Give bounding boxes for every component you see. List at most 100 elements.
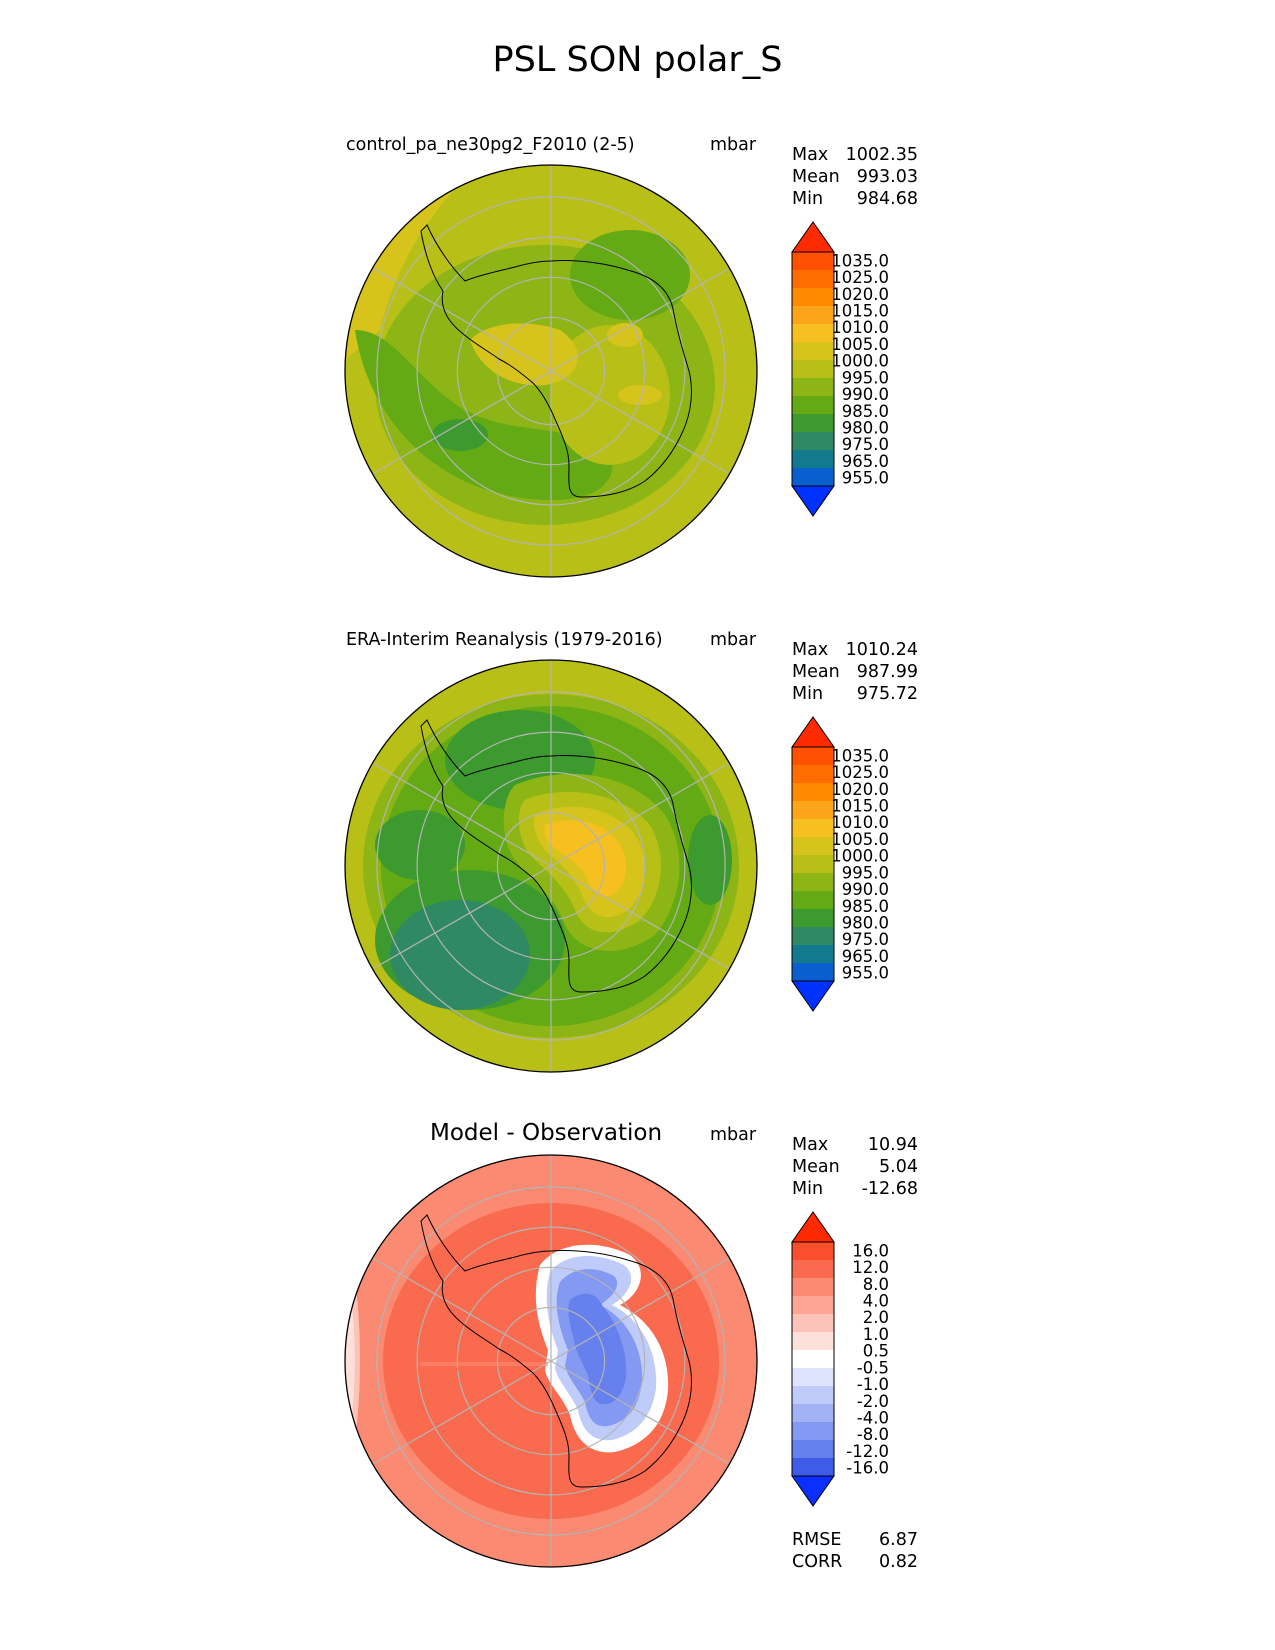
panel-1-title: control_pa_ne30pg2_F2010 (2-5)	[346, 135, 635, 155]
meridian-line	[372, 762, 552, 867]
meridian-line	[372, 267, 552, 372]
colorbar-tick-label: 990.0	[842, 880, 889, 899]
colorbar-tick-label: 985.0	[842, 897, 889, 916]
colorbar-tick-label: -2.0	[857, 1392, 889, 1411]
colorbar-tick-label: 980.0	[842, 914, 889, 933]
colorbar-tick-label: 990.0	[842, 385, 889, 404]
colorbar-tick-label: 995.0	[842, 863, 889, 882]
graticule	[372, 660, 730, 1072]
colorbar-band	[792, 1296, 834, 1315]
colorbar-tick-label: 1000.0	[831, 352, 889, 371]
colorbar-tick-label: 980.0	[842, 419, 889, 438]
colorbar-tick-label: 1.0	[863, 1325, 889, 1344]
map-boundary	[344, 1154, 758, 1568]
colorbar-extend-top	[791, 221, 835, 253]
colorbar-tick-label: 1035.0	[831, 251, 889, 270]
colorbar-band	[792, 927, 834, 946]
panel-3-stats: Max 10.94 Mean 5.04 Min -12.68	[792, 1135, 918, 1201]
stat-mean: Mean 987.99	[792, 662, 918, 682]
colorbar-tick-label: 985.0	[842, 402, 889, 421]
meridian-line	[550, 267, 730, 372]
colorbar-band	[792, 1440, 834, 1459]
panel-1-units: mbar	[710, 135, 757, 155]
colorbar-band	[792, 801, 834, 820]
meridian-line	[550, 1360, 730, 1465]
meridian-line	[550, 1257, 730, 1362]
colorbar-panel-2: 1035.01025.01020.01015.01010.01005.01000…	[791, 716, 889, 1012]
panel-3-title: Model - Observation	[430, 1120, 663, 1146]
colorbar-band	[792, 1260, 834, 1279]
colorbar-tick-label: 1015.0	[831, 302, 889, 321]
colorbar-tick-label: 4.0	[863, 1292, 889, 1311]
colorbar-band	[792, 306, 834, 325]
colorbar-tick-label: 1010.0	[831, 318, 889, 337]
colorbar-tick-label: 1000.0	[831, 847, 889, 866]
map-overlay-3	[344, 1154, 758, 1568]
colorbar-band	[792, 288, 834, 307]
colorbar-band	[792, 909, 834, 928]
colorbar-band	[792, 1404, 834, 1423]
stat-mean: Mean 993.03	[792, 167, 918, 187]
meridian-line	[550, 370, 730, 475]
colorbar-tick-label: 975.0	[842, 930, 889, 949]
colorbar-tick-label: 1020.0	[831, 285, 889, 304]
colorbar-frame	[791, 251, 835, 487]
colorbar-band	[792, 1386, 834, 1405]
meridian-line	[372, 1360, 552, 1465]
colorbar-band	[792, 945, 834, 964]
colorbar-frame	[791, 746, 835, 982]
stat-min: Min 975.72	[792, 684, 918, 704]
colorbar-tick-label: 1035.0	[831, 746, 889, 765]
colorbar-band	[792, 1368, 834, 1387]
colorbar-band	[792, 1458, 834, 1477]
colorbar-tick-label: 1025.0	[831, 763, 889, 782]
stat-max: Max 10.94	[792, 1135, 918, 1155]
colorbar-tick-label: 965.0	[842, 452, 889, 471]
map-overlays	[344, 164, 758, 1568]
colorbar-band	[792, 819, 834, 838]
colorbar-tick-label: 1020.0	[831, 780, 889, 799]
colorbar-band	[792, 765, 834, 784]
colorbar-band	[792, 1314, 834, 1333]
meridian-line	[372, 1257, 552, 1362]
colorbar-tick-label: -8.0	[857, 1425, 889, 1444]
colorbar-band	[792, 963, 834, 982]
colorbar-band	[792, 414, 834, 433]
metric-corr: CORR 0.82	[792, 1552, 918, 1572]
colorbar-tick-label: 975.0	[842, 435, 889, 454]
map-boundary	[344, 164, 758, 578]
colorbar-tick-label: 12.0	[852, 1258, 889, 1277]
meridian-line	[372, 370, 552, 475]
colorbar-tick-label: -1.0	[857, 1375, 889, 1394]
stat-max: Max 1002.35	[792, 145, 918, 165]
colorbar-tick-label: 0.5	[863, 1342, 889, 1361]
colorbar-band	[792, 1350, 834, 1369]
colorbar-tick-label: 1005.0	[831, 335, 889, 354]
panel-2-stats: Max 1010.24 Mean 987.99 Min 975.72	[792, 640, 918, 706]
stat-mean: Mean 5.04	[792, 1157, 918, 1177]
panel-2-title: ERA-Interim Reanalysis (1979-2016)	[346, 630, 663, 650]
colorbar-band	[792, 396, 834, 415]
map-overlay-1	[344, 164, 758, 578]
colorbar-panel-1: 1035.01025.01020.01015.01010.01005.01000…	[791, 221, 889, 517]
meridian-line	[550, 762, 730, 867]
colorbar-tick-label: -0.5	[857, 1358, 889, 1377]
colorbar-band	[792, 837, 834, 856]
colorbar-band	[792, 783, 834, 802]
stat-min: Min -12.68	[792, 1179, 918, 1199]
colorbar-band	[792, 378, 834, 397]
colorbar-frame	[791, 1241, 835, 1477]
colorbar-extend-top	[791, 1211, 835, 1243]
metric-rmse: RMSE 6.87	[792, 1530, 918, 1550]
colorbar-tick-label: 955.0	[842, 469, 889, 488]
meridian-line	[550, 865, 730, 970]
panel-1-stats: Max 1002.35 Mean 993.03 Min 984.68	[792, 145, 918, 211]
colorbar-band	[792, 873, 834, 892]
colorbar-band	[792, 1278, 834, 1297]
colorbar-band	[792, 1242, 834, 1261]
colorbar-tick-label: 955.0	[842, 964, 889, 983]
stat-min: Min 984.68	[792, 189, 918, 209]
colorbar-band	[792, 360, 834, 379]
colorbar-tick-label: -16.0	[846, 1459, 889, 1478]
